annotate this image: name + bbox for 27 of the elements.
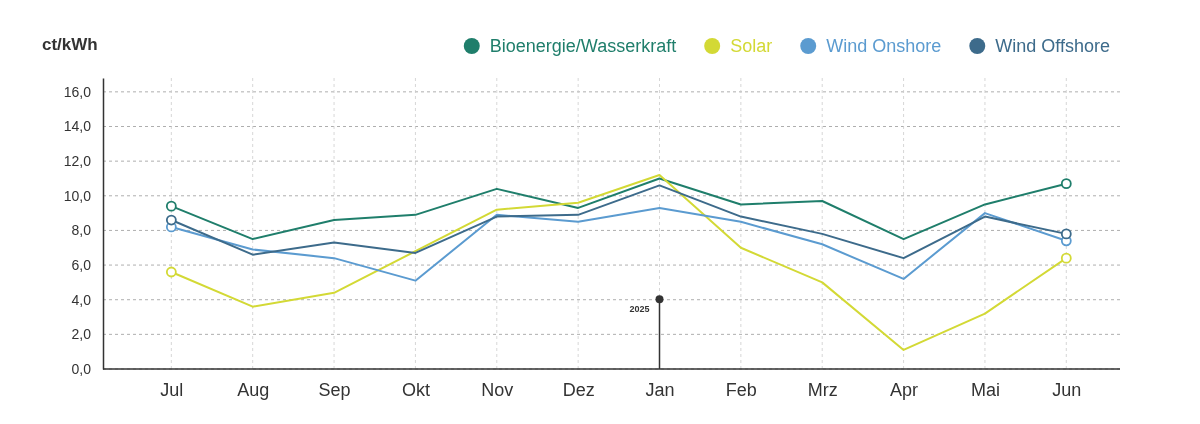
x-tick-label: Aug [237,379,270,400]
x-tick-label: Sep [318,379,351,400]
y-tick-label: 4,0 [71,291,92,308]
y-tick-label: 16,0 [63,83,92,100]
x-tick-label: Mai [970,379,1000,400]
y-tick-label: 10,0 [63,187,92,204]
y-tick-label: 8,0 [71,222,92,239]
y-tick-label: 6,0 [71,257,92,274]
legend-label: Solar [730,36,773,56]
x-tick-label: Jul [160,379,184,400]
x-tick-label: Feb [725,379,757,400]
x-tick-label: Mrz [807,379,838,400]
y-axis-title: ct/kWh [42,35,98,54]
y-tick-label: 14,0 [63,118,92,135]
x-tick-label: Nov [481,379,514,400]
ref-line-label: 2025 [629,304,650,315]
x-tick-label: Dez [562,379,595,400]
x-tick-label: Okt [401,379,430,400]
x-tick-label: Jun [1052,379,1082,400]
y-tick-label: 2,0 [71,326,92,343]
legend-label: Bioenergie/Wasserkraft [489,36,677,56]
x-tick-label: Jan [645,379,675,400]
y-tick-label: 12,0 [63,153,92,170]
legend-label: Wind Onshore [826,36,942,56]
y-tick-label: 0,0 [71,360,92,377]
legend-label: Wind Offshore [995,36,1110,56]
x-tick-label: Apr [890,379,919,400]
